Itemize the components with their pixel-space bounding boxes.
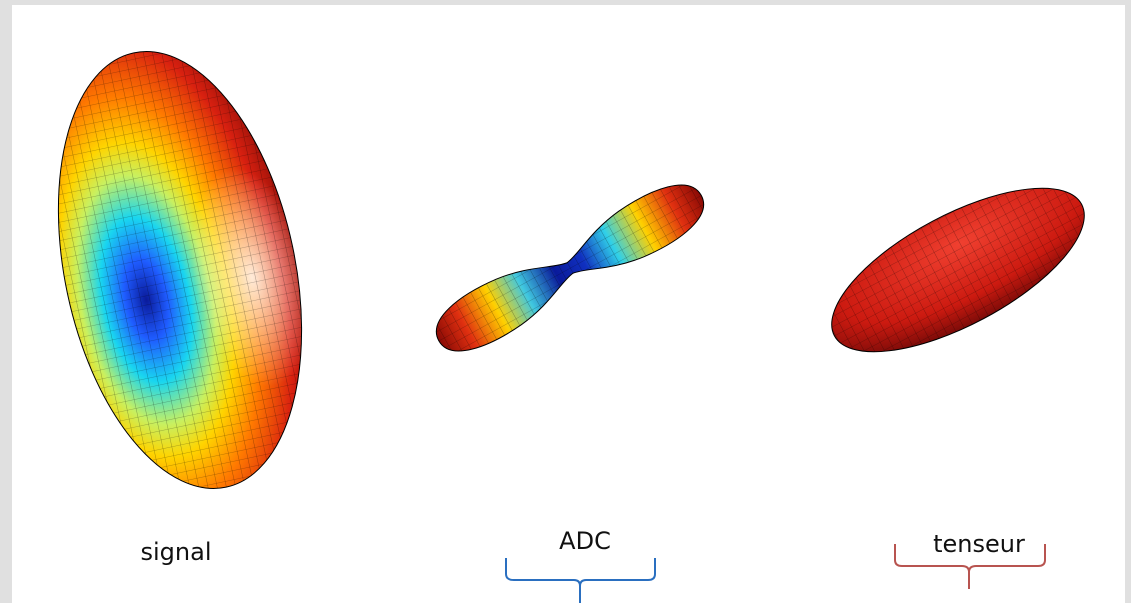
page: signal ADC tenseur xyxy=(0,0,1131,603)
signal-label: signal xyxy=(141,538,212,566)
tensor-label: tenseur xyxy=(933,530,1025,558)
figure: signal ADC tenseur xyxy=(0,0,1131,603)
adc-label: ADC xyxy=(559,527,611,555)
